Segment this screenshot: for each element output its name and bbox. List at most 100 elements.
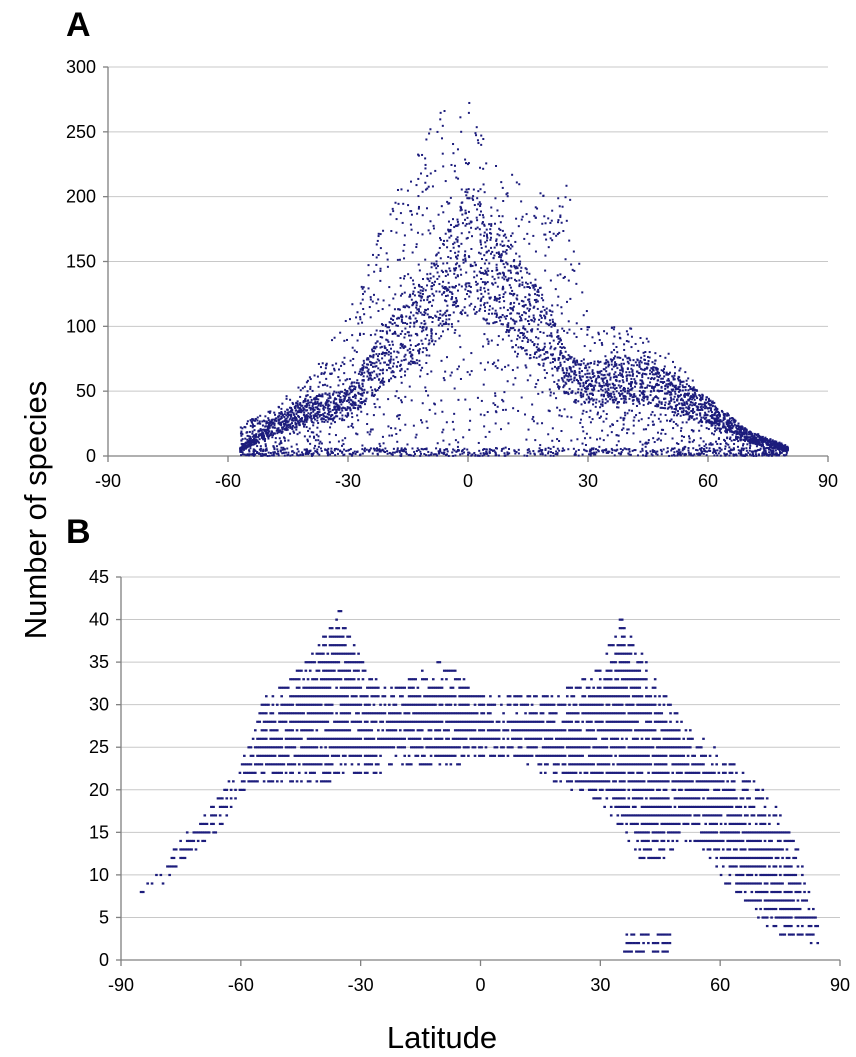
data-point [426, 295, 429, 298]
data-point [367, 368, 370, 371]
data-point [304, 397, 307, 400]
data-point [431, 285, 434, 288]
data-point [368, 449, 371, 452]
data-point [585, 366, 588, 369]
data-point [370, 355, 373, 358]
data-point [404, 321, 407, 324]
data-point [254, 417, 257, 420]
data-point [566, 369, 569, 372]
data-point [490, 246, 493, 249]
data-point [633, 394, 636, 397]
data-point [678, 369, 681, 372]
data-point [421, 289, 424, 292]
data-point [496, 273, 499, 276]
data-point [259, 447, 262, 450]
data-point [282, 422, 285, 425]
data-point [295, 402, 298, 405]
data-point [548, 230, 551, 233]
data-point [457, 305, 460, 308]
data-point [295, 419, 298, 422]
data-point [739, 452, 742, 455]
data-point [311, 453, 314, 456]
data-point [367, 264, 370, 267]
data-point [409, 321, 412, 324]
data-point [425, 390, 428, 393]
data-point [730, 439, 733, 442]
data-point [763, 449, 766, 452]
data-point [408, 361, 411, 364]
data-point [350, 403, 353, 406]
data-point [379, 267, 382, 270]
data-point [616, 419, 619, 422]
data-point [679, 367, 682, 370]
data-point [411, 304, 414, 307]
data-point [326, 384, 329, 387]
data-point [345, 415, 348, 418]
data-point [322, 418, 325, 421]
data-point [699, 437, 702, 440]
data-point [497, 252, 500, 255]
data-point [484, 269, 487, 272]
data-point [755, 449, 758, 452]
data-point [668, 400, 671, 403]
data-point [703, 407, 706, 410]
data-point [377, 232, 380, 235]
data-point [488, 430, 491, 433]
data-point [636, 399, 639, 402]
data-point [378, 406, 381, 409]
data-point [267, 429, 270, 432]
data-point [290, 422, 293, 425]
data-point [353, 450, 356, 453]
data-point [716, 414, 719, 417]
data-point [623, 400, 626, 403]
data-point [326, 412, 329, 415]
data-point [327, 399, 330, 402]
data-point [615, 397, 618, 400]
data-point [691, 454, 694, 457]
data-point [271, 422, 274, 425]
data-point [709, 414, 712, 417]
data-point [673, 372, 676, 375]
data-point [720, 431, 723, 434]
data-point [569, 366, 572, 369]
data-point [305, 452, 308, 455]
data-point [596, 360, 599, 363]
data-point [391, 343, 394, 346]
data-point [726, 436, 729, 439]
data-point [516, 352, 519, 355]
data-point [542, 364, 545, 367]
data-point [765, 437, 768, 440]
data-point [641, 380, 644, 383]
data-point [675, 414, 678, 417]
data-point [629, 374, 632, 377]
data-point [396, 324, 399, 327]
data-point [709, 399, 712, 402]
data-point [553, 324, 556, 327]
data-point [349, 359, 352, 362]
data-point [360, 400, 363, 403]
data-point [668, 379, 671, 382]
data-point [528, 323, 531, 326]
data-point [290, 408, 293, 411]
data-point [584, 364, 587, 367]
data-point [409, 295, 412, 298]
data-point [647, 355, 649, 358]
data-point [456, 262, 459, 265]
data-point [541, 293, 544, 296]
data-point [377, 235, 380, 238]
data-point [446, 294, 449, 297]
data-point [541, 358, 544, 361]
data-point [318, 408, 321, 411]
data-point [338, 408, 341, 411]
data-point [571, 370, 574, 373]
data-point [392, 374, 395, 377]
data-point [767, 453, 770, 456]
data-point [569, 375, 572, 378]
data-point [427, 185, 430, 188]
data-point [371, 362, 374, 365]
data-point [361, 452, 364, 455]
data-point [699, 403, 702, 406]
data-point [657, 405, 660, 408]
data-point [774, 446, 777, 449]
data-point [673, 411, 676, 414]
